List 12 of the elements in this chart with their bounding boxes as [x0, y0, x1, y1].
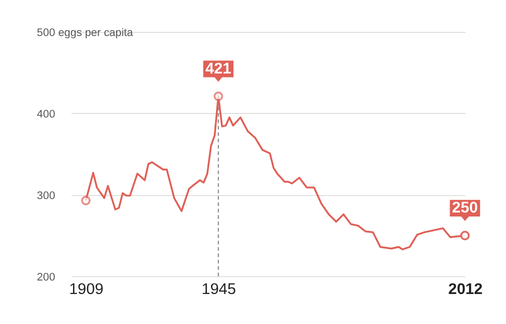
annotation: 421 [205, 60, 232, 78]
y-tick-label: 400 [36, 108, 56, 120]
y-tick-label: 500 eggs per capita [36, 27, 134, 40]
x-tick-label: 1945 [202, 281, 236, 298]
point [214, 92, 224, 101]
x-tick-label: 1909 [69, 281, 104, 298]
point [81, 196, 91, 206]
y-tick-label: 300 [36, 190, 56, 202]
annotation: 250 [452, 200, 478, 217]
x-tick-label: 2012 [448, 281, 483, 298]
point [460, 230, 470, 240]
y-tick-label: 200 [36, 271, 56, 284]
